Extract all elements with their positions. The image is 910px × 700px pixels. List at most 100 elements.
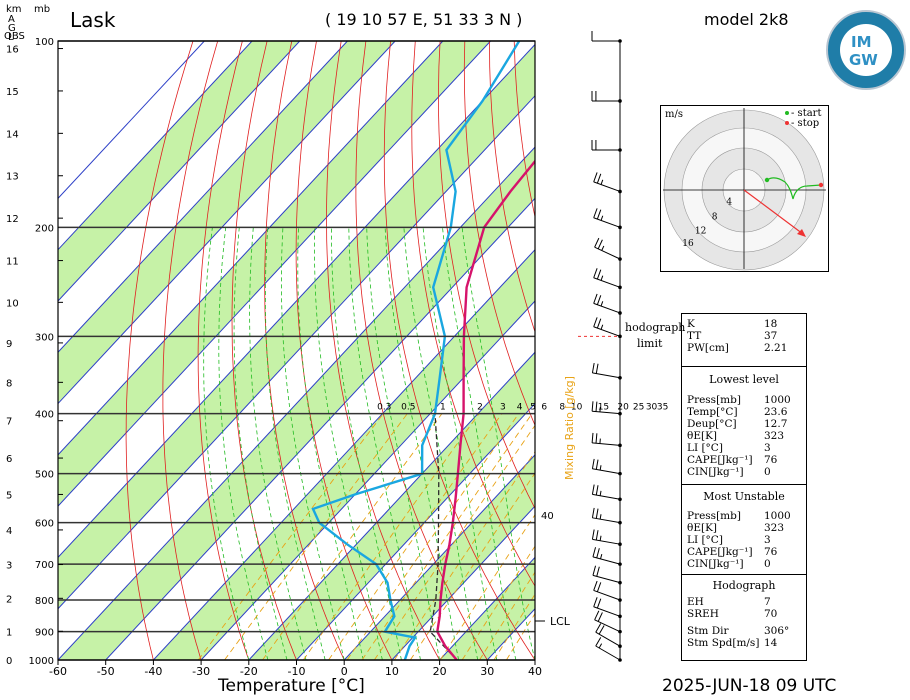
isotherm-line — [58, 146, 535, 660]
x-tick-label: 0 — [341, 665, 348, 678]
pressure-tick-label: 1000 — [29, 656, 54, 667]
hodograph-start-dot — [764, 177, 770, 183]
axis-header-label: A — [8, 14, 15, 25]
wind-barb — [592, 442, 621, 446]
dry-adiabat — [197, 41, 250, 660]
hodograph-legend-start: - start — [791, 108, 822, 119]
index-value: 70 — [764, 608, 778, 620]
dry-adiabat — [411, 41, 535, 587]
isotherm-line — [58, 41, 253, 251]
axis-header-label: km — [6, 4, 22, 15]
wind-barb-flag — [600, 275, 604, 281]
wind-barb — [595, 631, 621, 647]
wind-barb-flag — [591, 529, 595, 540]
wind-barb-flag — [593, 580, 598, 591]
wind-barb-dot — [618, 285, 622, 290]
index-value: 7 — [764, 596, 771, 608]
index-value: 0 — [764, 466, 771, 478]
wind-barb-dot — [618, 471, 622, 476]
wind-barb-flag — [596, 566, 600, 577]
x-tick-label: -60 — [49, 665, 67, 678]
model-label: model 2k8 — [704, 10, 789, 29]
dry-adiabat — [383, 41, 535, 660]
mixing-ratio-title: Mixing Ratio [g/kg] — [563, 376, 576, 480]
wind-barb-flag — [596, 209, 602, 220]
dry-adiabat — [355, 41, 488, 660]
wind-barb — [593, 181, 621, 192]
isotherm-line — [200, 300, 535, 660]
wind-barb-flag — [593, 268, 598, 278]
wind-barb-flag — [601, 245, 605, 251]
indices-divider — [682, 366, 806, 367]
wind-barb-dot — [618, 497, 622, 502]
most-unstable-title: Most Unstable — [703, 490, 785, 503]
wind-barb-flag — [591, 458, 595, 469]
wind-barb — [592, 372, 621, 379]
wind-barb-flag — [596, 318, 602, 329]
wind-barb-flag — [595, 637, 602, 647]
index-label: CIN[Jkg⁻¹] — [687, 466, 744, 478]
x-tick-label: 10 — [385, 665, 399, 678]
wind-barb-flag — [596, 582, 602, 592]
wind-barb — [592, 574, 621, 584]
dry-adiabat — [125, 41, 194, 660]
wind-barb — [595, 645, 621, 661]
height-tick-label: 15 — [6, 87, 19, 98]
index-value: 3 — [764, 534, 771, 546]
index-value: 76 — [764, 546, 778, 558]
x-tick-label: -40 — [144, 665, 162, 678]
hodograph-trace — [766, 177, 822, 200]
pressure-tick-label: 800 — [35, 596, 54, 607]
wind-barb-flag — [599, 465, 602, 471]
dry-adiabat — [463, 41, 535, 427]
wind-barb-flag — [600, 301, 604, 307]
hodograph-legend-stop: - stop — [791, 118, 820, 129]
logo-text-bottom: GW — [849, 51, 878, 69]
wind-barb-dot — [618, 375, 622, 380]
lowest-level-title: Lowest level — [709, 373, 779, 386]
wind-barb-flag — [596, 269, 602, 280]
isotherm-band — [58, 44, 535, 609]
wind-barb — [592, 493, 621, 500]
wind-barb-flag — [597, 239, 603, 250]
index-label: Stm Spd[m/s] — [687, 637, 760, 649]
pressure-tick-label: 900 — [35, 628, 54, 639]
index-value: 76 — [764, 454, 778, 466]
isotherm-line — [58, 41, 348, 353]
wind-barb-flag — [593, 597, 598, 607]
dry-adiabat — [326, 41, 440, 660]
wind-barb-flag — [597, 612, 603, 622]
wind-barb — [593, 217, 621, 228]
x-tick-label: 40 — [528, 665, 542, 678]
plot-area — [58, 41, 535, 660]
wind-barb-dot — [618, 443, 622, 448]
index-label: CAPE[Jkg⁻¹] — [687, 454, 753, 466]
isotherm-line — [296, 402, 535, 660]
mixing-ratio-tick-label: 35 — [657, 403, 668, 413]
hodograph-limit-label: hodograph — [625, 321, 686, 334]
hodograph-limit-label-2: limit — [637, 337, 663, 350]
wind-barb-flag — [596, 548, 600, 559]
index-value: 12.7 — [764, 418, 788, 430]
dry-adiabat — [231, 41, 297, 660]
hodograph-stats-title: Hodograph — [712, 579, 776, 592]
index-label: PW[cm] — [687, 342, 729, 354]
wind-barb-flag — [596, 598, 602, 609]
hodograph-ring-label: 4 — [726, 198, 732, 208]
index-value: 323 — [764, 430, 785, 442]
hodograph-panel: 4 8 12 16 m/s - start - stop — [660, 105, 829, 272]
height-tick-label: 7 — [6, 417, 12, 428]
indices-divider — [682, 484, 806, 485]
index-label: SREH — [687, 608, 719, 620]
index-value: 37 — [764, 330, 778, 342]
height-tick-label: 2 — [6, 594, 12, 605]
x-tick-label: -30 — [192, 665, 210, 678]
pressure-tick-label: 300 — [35, 332, 54, 343]
wind-barb-flag — [594, 237, 600, 248]
x-tick-label: -10 — [288, 665, 306, 678]
dry-adiabat — [489, 41, 535, 334]
wind-barb — [593, 277, 621, 288]
mixing-ratio-tick-label: 1 — [440, 403, 446, 413]
x-tick-label: -20 — [240, 665, 258, 678]
